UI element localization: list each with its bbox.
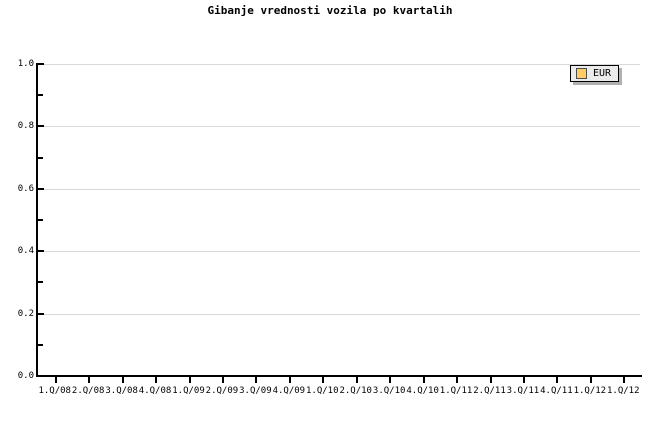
legend-label-eur: EUR (593, 68, 612, 79)
gridline (38, 251, 640, 253)
y-axis-tick-major (38, 312, 44, 315)
y-axis-tick-minor (38, 281, 43, 284)
x-axis-tick (55, 377, 57, 383)
y-axis-tick-label: 0.2 (17, 308, 34, 319)
x-axis-tick-label: 2.Q/10 (339, 386, 372, 396)
gridline (38, 188, 640, 190)
x-axis-tick-label: 4.Q/09 (272, 386, 306, 396)
gridlines (38, 64, 640, 377)
x-axis-tick-label: 1.Q/10 (306, 386, 339, 396)
gridline (38, 126, 640, 128)
x-axis-line (36, 375, 642, 377)
x-axis-tick-label: 4.Q/08 (138, 386, 172, 396)
x-axis-tick-label: 1.Q/11 (439, 386, 473, 396)
x-axis-tick-label: 1.Q/09 (172, 386, 205, 396)
x-axis-tick-label: 4.Q/10 (406, 386, 439, 396)
x-axis-tick (556, 377, 558, 383)
y-axis-tick-major (38, 187, 44, 190)
x-axis-tick (590, 377, 592, 383)
x-axis-tick-label: 3.Q/09 (239, 386, 272, 396)
x-axis-tick-label: 3.Q/10 (372, 386, 406, 396)
x-axis-tick (289, 377, 291, 383)
y-axis-tick-label: 0.0 (17, 371, 34, 381)
x-axis-tick (456, 377, 458, 383)
x-axis-tick-label: 1.Q/12 (607, 386, 640, 396)
y-axis-tick-minor (38, 343, 43, 346)
x-axis-tick (88, 377, 90, 383)
y-axis-line (36, 63, 38, 377)
legend[interactable]: EUR (570, 65, 620, 82)
gridline (38, 313, 640, 315)
x-axis-tick-label: 2.Q/08 (71, 386, 105, 396)
x-axis-tick (389, 377, 391, 383)
y-axis-tick-label: 0.6 (17, 183, 34, 194)
y-axis-tick-minor (38, 156, 43, 159)
y-axis-tick-label: 1.0 (17, 59, 34, 69)
x-axis-tick-label: 3.Q/08 (105, 386, 138, 396)
x-axis-tick-label: 2.Q/09 (205, 386, 239, 396)
y-axis-tick-major (38, 250, 44, 253)
x-axis-tick (222, 377, 224, 383)
chart-title: Gibanje vrednosti vozila po kvartalih (207, 4, 453, 17)
x-axis-tick-label: 3.Q/11 (506, 386, 540, 396)
plot-area (38, 64, 640, 377)
x-axis-tick-label: 2.Q/11 (473, 386, 506, 396)
x-axis-tick-label: 1.Q/12 (573, 386, 607, 396)
y-axis-tick-major (38, 125, 44, 128)
x-axis-tick (356, 377, 358, 383)
legend-swatch-eur (576, 68, 587, 79)
x-axis-tick (189, 377, 191, 383)
x-axis-tick (423, 377, 425, 383)
y-axis-tick-minor (38, 94, 43, 97)
x-axis-tick (523, 377, 525, 383)
x-axis-tick (490, 377, 492, 383)
y-axis-labels: 0.0 0.2 0.4 0.6 0.8 1.0 (0, 0, 34, 440)
y-axis-tick-label: 0.8 (17, 121, 34, 132)
x-axis-tick (255, 377, 257, 383)
x-axis-tick (322, 377, 324, 383)
y-axis-tick-major (38, 63, 44, 65)
x-axis-tick (122, 377, 124, 383)
y-axis-tick-major (38, 375, 44, 377)
x-axis-tick (623, 377, 625, 383)
x-axis-tick (155, 377, 157, 383)
x-axis-tick-label: 4.Q/11 (540, 386, 573, 396)
y-axis-tick-minor (38, 219, 43, 221)
y-axis-tick-label: 0.4 (17, 246, 34, 257)
x-axis-tick-label: 1.Q/08 (38, 386, 71, 396)
gridline (38, 64, 640, 65)
